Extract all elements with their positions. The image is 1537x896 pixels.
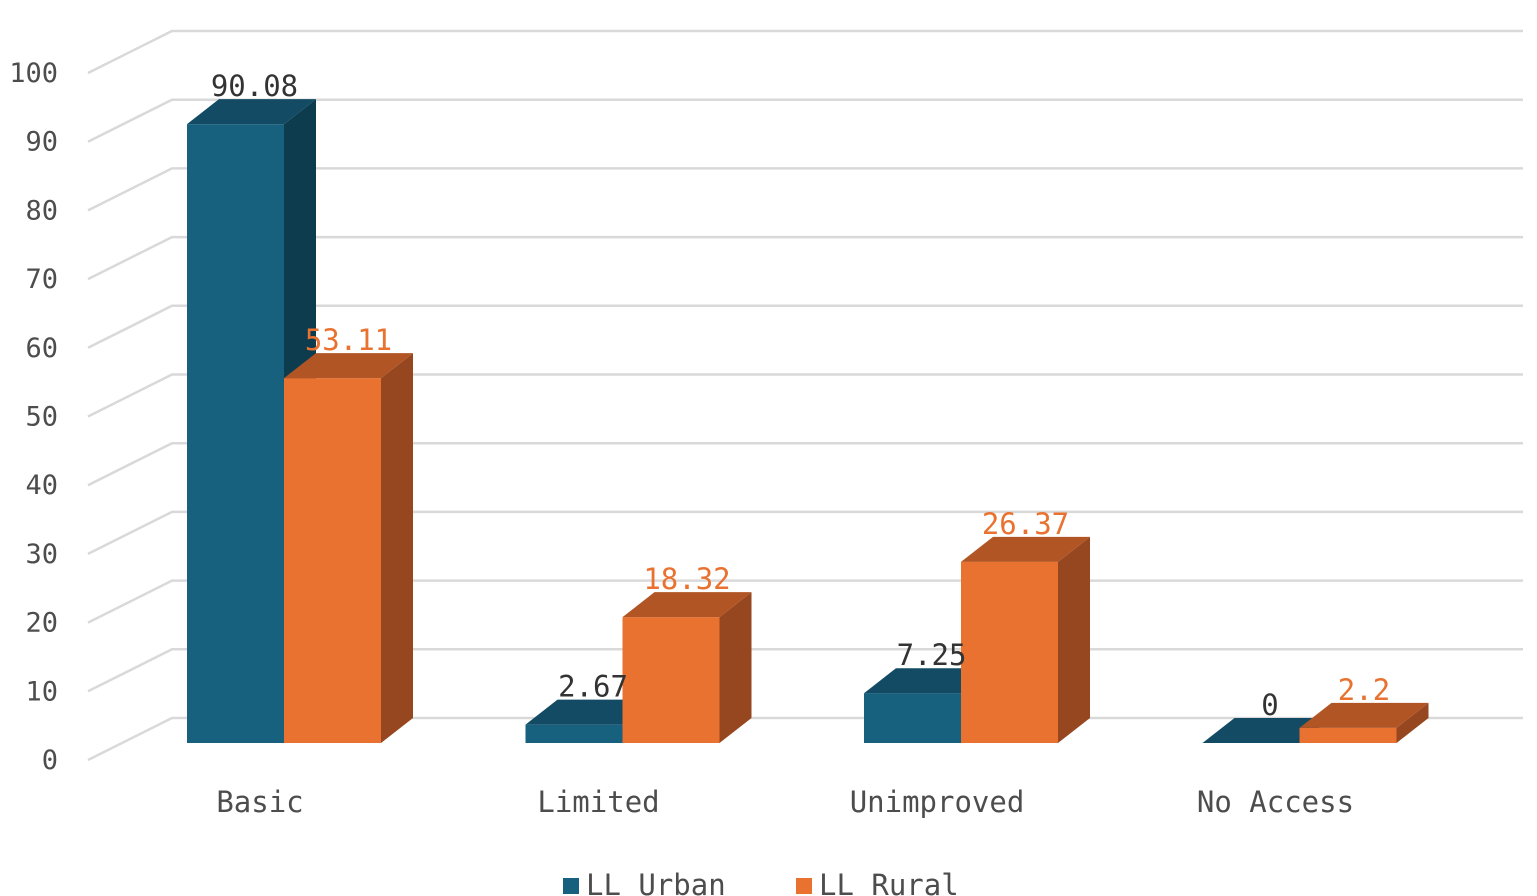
bar-front <box>1299 727 1397 743</box>
bar-front <box>284 378 381 743</box>
y-tick-label: 80 <box>25 195 58 226</box>
bar <box>864 668 993 743</box>
legend: LL Urban LL Rural <box>563 868 959 896</box>
bar-front <box>622 617 720 743</box>
bar-side <box>719 592 752 743</box>
gridline <box>87 98 1523 143</box>
y-tick-label: 0 <box>42 745 58 776</box>
data-label: 7.25 <box>897 638 967 672</box>
bar-top <box>284 353 413 379</box>
x-tick-label: Limited <box>537 785 659 819</box>
bar-top <box>961 536 1090 562</box>
data-labels: 90.08 53.11 2.67 18.32 7.25 26.37 0 2.2 <box>211 69 1390 722</box>
y-tick-label: 30 <box>25 539 58 570</box>
bar-top <box>525 699 655 725</box>
gridlines <box>87 29 1523 762</box>
legend-label: LL Rural <box>819 868 959 896</box>
y-tick-label: 10 <box>25 676 58 707</box>
bar <box>1202 718 1332 743</box>
data-label: 2.2 <box>1338 673 1390 707</box>
x-tick-label: Basic <box>216 785 303 819</box>
y-tick-label: 100 <box>9 58 58 89</box>
y-tick-label: 20 <box>25 608 58 639</box>
bar-side <box>1396 702 1429 743</box>
gridline <box>87 29 1523 75</box>
bar-side <box>1058 536 1090 743</box>
x-axis: Basic Limited Unimproved No Access <box>216 785 1354 819</box>
legend-swatch <box>563 878 579 894</box>
bar <box>622 592 752 743</box>
legend-item: LL Rural <box>796 868 959 896</box>
bar-front <box>187 124 284 744</box>
x-tick-label: Unimproved <box>850 785 1025 819</box>
data-label: 2.67 <box>558 670 628 704</box>
gridline <box>87 441 1523 487</box>
y-tick-label: 50 <box>25 402 58 433</box>
data-label: 90.08 <box>211 69 298 103</box>
bar-top <box>864 668 993 694</box>
gridline <box>87 304 1523 349</box>
legend-item: LL Urban <box>563 868 726 896</box>
y-tick-label: 60 <box>25 333 58 364</box>
bar-front <box>961 561 1058 743</box>
bar-top <box>1202 718 1332 743</box>
bar <box>1299 702 1429 743</box>
bar-front <box>864 693 961 743</box>
bar <box>961 536 1090 743</box>
y-tick-label: 90 <box>25 127 58 158</box>
data-label: 0 <box>1261 688 1278 722</box>
bar-front <box>525 724 623 743</box>
bar-side <box>381 353 413 743</box>
bars <box>187 99 1429 744</box>
legend-label: LL Urban <box>586 868 726 896</box>
data-label: 26.37 <box>982 507 1069 541</box>
gridline <box>87 167 1523 212</box>
bar <box>284 353 413 743</box>
y-tick-label: 40 <box>25 470 58 501</box>
gridline <box>87 235 1523 281</box>
bar-top <box>622 592 752 618</box>
bar-top <box>187 99 316 125</box>
bar-top <box>1299 702 1429 728</box>
data-label: 18.32 <box>643 562 730 596</box>
x-tick-label: No Access <box>1197 785 1354 819</box>
y-axis: 0 10 20 30 40 50 60 70 80 90 100 <box>9 58 58 776</box>
y-tick-label: 70 <box>25 264 58 295</box>
gridline <box>87 510 1523 556</box>
data-label: 53.11 <box>305 323 392 357</box>
legend-swatch <box>796 878 812 894</box>
gridline <box>87 373 1523 418</box>
